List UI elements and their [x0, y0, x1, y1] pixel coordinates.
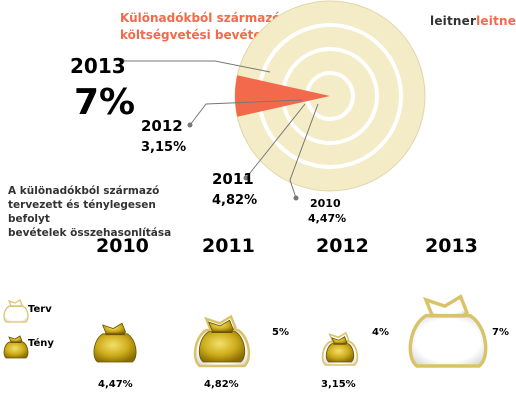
actual-bag-2011 [198, 319, 246, 363]
plan-bag-2013 [408, 294, 488, 368]
actual-label-2011: 4,82% [204, 379, 239, 390]
bag-year-2012: 2012 [316, 235, 369, 257]
brand-logo: leitnerleitner [430, 14, 516, 28]
label-value-2010: 4,47% [308, 212, 346, 225]
subtitle-line-2: tervezett és ténylegesen befolyt [8, 199, 156, 225]
legend: Terv Tény [3, 299, 54, 359]
label-value-2012: 3,15% [141, 140, 186, 155]
bag-year-2013: 2013 [425, 235, 478, 257]
subtitle-line-3: bevételek összehasonlítása [8, 227, 172, 239]
plan-label-2011: 5% [272, 327, 289, 338]
actual-label-2010: 4,47% [98, 379, 133, 390]
label-value-2011: 4,82% [212, 193, 257, 208]
money-bags [93, 294, 488, 368]
actual-bag-2012-front-tie [331, 336, 348, 345]
leader-dot-2013 [119, 58, 125, 64]
legend-actual-bag [3, 335, 29, 359]
leader-2010 [289, 103, 319, 199]
legend-actual-bag-tie [8, 335, 23, 343]
label-year-2013: 2013 [70, 54, 126, 78]
legend-plan-label: Terv [28, 304, 52, 315]
actual-bag-2011-body [198, 331, 246, 363]
label-year-2011: 2011 [212, 170, 254, 188]
actual-bag-2010-tie [101, 322, 127, 335]
legend-actual-bag-body [3, 341, 29, 359]
chart-title: Különadókból származó költségvetési bevé… [120, 10, 290, 44]
bag-year-2011: 2011 [202, 235, 255, 257]
actual-bag-2011-tie [208, 319, 234, 332]
subtitle-line-1: A különadókból származó [8, 185, 160, 197]
leader-dot-2010 [293, 195, 299, 201]
legend-plan-bag-tie [7, 299, 23, 307]
legend-plan-bag-body [3, 305, 29, 323]
label-value-2013: 7% [74, 82, 135, 123]
legend-actual-icon [3, 335, 29, 359]
brand-part-1: leitner [430, 14, 477, 28]
legend-plan-icon [3, 299, 29, 323]
legend-actual-label: Tény [28, 337, 54, 349]
bag-year-2010: 2010 [96, 235, 149, 257]
plan-bag-2013-body [408, 313, 488, 368]
leader-2011 [245, 103, 306, 179]
wedge-2013 [235, 75, 330, 117]
subtitle: A különadókból származó tervezett és tén… [8, 184, 178, 240]
leader-2013 [122, 60, 271, 73]
leader-lines [122, 60, 319, 199]
leader-dot-2012 [187, 122, 193, 128]
title-line-2: költségvetési bevétel [120, 28, 266, 42]
plan-label-2012: 4% [372, 327, 389, 338]
plan-bag-2013-tie [422, 294, 469, 318]
actual-bag-2012-front [325, 336, 355, 363]
actual-bag-2012-front-body [325, 343, 355, 363]
title-line-1: Különadókból származó [120, 11, 281, 25]
label-year-2012: 2012 [141, 117, 183, 135]
brand-part-2: leitner [476, 14, 516, 28]
plan-label-2013: 7% [492, 327, 509, 338]
leader-2012 [189, 99, 303, 126]
actual-bag-2010-body [93, 333, 137, 363]
actual-bag-2010 [93, 322, 137, 363]
actual-label-2012: 3,15% [321, 379, 356, 390]
target-chart [234, 0, 426, 192]
leader-dot-2011 [243, 175, 249, 181]
label-year-2010: 2010 [310, 197, 341, 210]
legend-plan-bag [3, 299, 29, 323]
